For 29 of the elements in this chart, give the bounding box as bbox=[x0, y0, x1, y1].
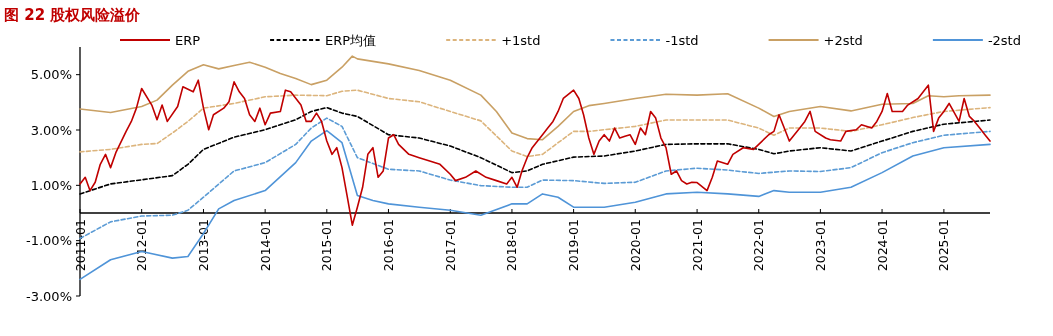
x-tick-label: 2011-01 bbox=[72, 219, 88, 272]
x-tick-label: 2017-01 bbox=[442, 219, 458, 272]
x-tick-label: 2021-01 bbox=[689, 219, 705, 272]
x-tick-label: 2022-01 bbox=[751, 219, 767, 272]
x-tick-label: 2020-01 bbox=[627, 219, 643, 272]
x-tick-label: 2023-01 bbox=[812, 219, 828, 272]
line-series bbox=[79, 55, 991, 141]
y-tick-label: 3.00% bbox=[30, 122, 72, 138]
y-tick-label: 5.00% bbox=[30, 67, 72, 83]
legend-label: +1std bbox=[501, 33, 541, 48]
chart-title: 图 22 股权风险溢价 bbox=[4, 6, 142, 24]
x-tick-label: 2019-01 bbox=[566, 219, 582, 272]
x-tick-label: 2015-01 bbox=[319, 219, 335, 272]
x-tick-label: 2013-01 bbox=[195, 219, 211, 272]
x-tick-label: 2024-01 bbox=[874, 219, 890, 272]
line-series bbox=[79, 89, 991, 158]
legend-label: +2std bbox=[823, 33, 863, 48]
y-tick-label: -3.00% bbox=[26, 288, 72, 304]
x-tick-label: 2025-01 bbox=[936, 219, 952, 272]
x-tick-label: 2018-01 bbox=[504, 219, 520, 272]
x-tick-label: 2016-01 bbox=[380, 219, 396, 272]
legend-label: ERP bbox=[175, 33, 201, 48]
x-tick-label: 2014-01 bbox=[257, 219, 273, 272]
y-tick-label: 1.00% bbox=[30, 177, 72, 193]
legend-label: -1std bbox=[665, 33, 699, 48]
legend-label: ERP均值 bbox=[325, 33, 377, 48]
x-tick-label: 2012-01 bbox=[134, 219, 150, 272]
legend-label: -2std bbox=[987, 33, 1021, 48]
y-tick-label: -1.00% bbox=[26, 233, 72, 249]
